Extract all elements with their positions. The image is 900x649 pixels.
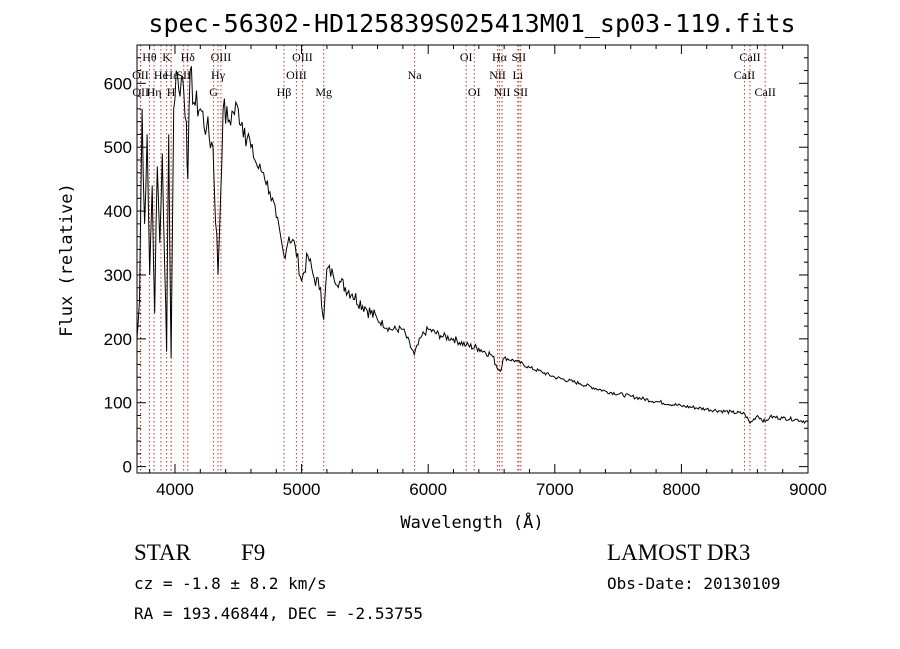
- y-axis-label: Flux (relative): [57, 183, 77, 337]
- y-tick-label: 100: [104, 394, 132, 413]
- line-marker-label: Hδ: [181, 50, 196, 64]
- x-tick-label: 9000: [789, 480, 827, 499]
- line-marker-label: SII: [176, 68, 191, 82]
- line-marker-lines: [139, 45, 766, 473]
- y-axis-ticks: 0 100 200 300 400 500 600: [104, 57, 808, 477]
- line-marker-label: OII: [132, 68, 149, 82]
- line-marker-label: SII: [512, 50, 527, 64]
- line-marker-label: OIII: [292, 50, 313, 64]
- line-marker-label: H: [167, 85, 176, 99]
- line-marker-label: Hγ: [211, 68, 226, 82]
- line-marker-label: SII: [513, 85, 528, 99]
- line-marker-label: Li: [512, 68, 523, 82]
- line-marker-label: NII: [489, 68, 506, 82]
- line-marker-label: He: [154, 68, 168, 82]
- x-tick-label: 6000: [409, 480, 447, 499]
- x-axis-label: Wavelength (Å): [400, 511, 543, 533]
- line-marker-label: G: [209, 85, 218, 99]
- y-tick-label: 600: [104, 74, 132, 93]
- object-subclass: F9: [241, 540, 265, 565]
- y-tick-label: 0: [123, 458, 132, 477]
- x-tick-label: 4000: [156, 480, 194, 499]
- line-marker-label: OIII: [286, 68, 307, 82]
- survey-name: LAMOST DR3: [607, 540, 750, 565]
- line-marker-label: Hβ: [277, 85, 292, 99]
- line-marker-label: Hη: [147, 85, 162, 99]
- y-tick-label: 200: [104, 330, 132, 349]
- x-tick-label: 5000: [283, 480, 321, 499]
- line-marker-label: Na: [408, 68, 423, 82]
- line-marker-label: OI: [460, 50, 473, 64]
- object-class: STAR: [134, 540, 192, 565]
- y-tick-label: 400: [104, 202, 132, 221]
- plot-frame: [136, 44, 809, 474]
- line-marker-label: OI: [468, 85, 481, 99]
- redshift-text: cz = -1.8 ± 8.2 km/s: [134, 574, 327, 593]
- y-tick-label: 500: [104, 138, 132, 157]
- line-marker-label: CaII: [734, 68, 755, 82]
- chart-title: spec-56302-HD125839S025413M01_sp03-119.f…: [148, 9, 795, 38]
- spectrum-line: [136, 66, 809, 425]
- x-tick-label: 7000: [536, 480, 574, 499]
- x-tick-label: 8000: [662, 480, 700, 499]
- obs-date: Obs-Date: 20130109: [607, 574, 780, 593]
- line-marker-label: Mg: [315, 85, 332, 99]
- line-marker-label: Hθ: [142, 50, 157, 64]
- x-axis-ticks: 4000 5000 6000 7000 8000 9000: [149, 45, 827, 499]
- line-marker-label: Hα: [492, 50, 508, 64]
- line-marker-label: CaII: [739, 50, 760, 64]
- line-marker-label: NII: [494, 85, 511, 99]
- line-marker-label: Hε: [164, 68, 178, 82]
- line-marker-label: CaII: [755, 85, 776, 99]
- line-marker-label: K: [162, 50, 171, 64]
- coordinates-text: RA = 193.46844, DEC = -2.53755: [134, 604, 423, 623]
- y-tick-label: 300: [104, 266, 132, 285]
- line-marker-label: OIII: [211, 50, 232, 64]
